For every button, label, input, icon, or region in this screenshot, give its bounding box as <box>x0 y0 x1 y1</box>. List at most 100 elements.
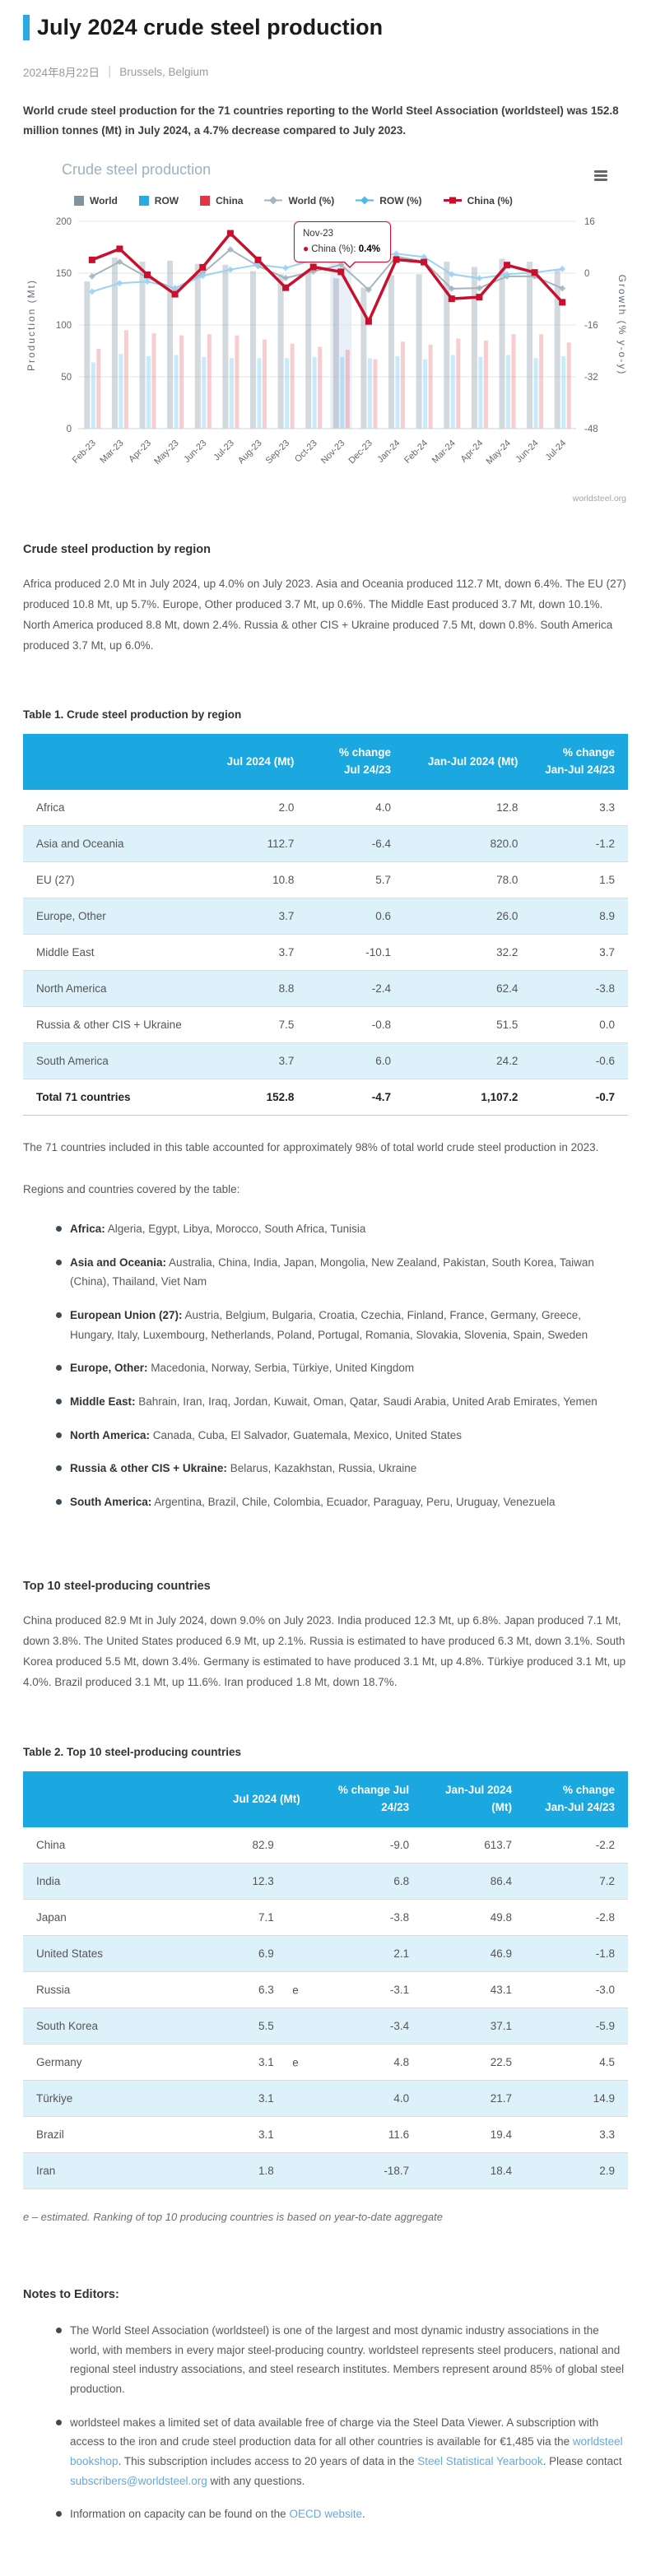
table-row: Germany 3.1 e 4.8 22.5 4.5 <box>23 2044 628 2082</box>
region-value: 12.8 <box>404 790 532 827</box>
total-value: 1,107.2 <box>404 1079 532 1116</box>
region-list-item: North America: Canada, Cuba, El Salvador… <box>56 1426 628 1446</box>
legend-item-row[interactable]: ROW (%) <box>356 195 422 207</box>
svg-text:16: 16 <box>584 217 595 227</box>
region-value: 1.5 <box>531 861 628 899</box>
legend-line-marker <box>443 195 462 206</box>
chart-credit: worldsteel.org <box>23 494 626 504</box>
legend-line-marker <box>356 195 374 206</box>
table2-header-row: Jul 2024 (Mt)% change Jul 24/23 Jan-Jul 2… <box>23 1771 628 1828</box>
legend-swatch <box>138 195 149 206</box>
region-list-item: European Union (27): Austria, Belgium, B… <box>56 1306 628 1344</box>
country-name: Iran <box>23 2152 193 2190</box>
svg-text:Jun-23: Jun-23 <box>182 438 208 464</box>
country-jul-value: 5.5 <box>192 2007 314 2045</box>
total-value: -0.7 <box>531 1079 628 1116</box>
china-bars[interactable] <box>96 329 571 429</box>
country-janjul-pct: 2.9 <box>525 2152 628 2190</box>
total-value: -4.7 <box>307 1079 405 1116</box>
link-oecd-website[interactable]: OECD website <box>289 2508 362 2521</box>
region-value: 10.8 <box>204 861 308 899</box>
region-value: 820.0 <box>404 825 532 863</box>
region-list-item: Russia & other CIS + Ukraine: Belarus, K… <box>56 1459 628 1478</box>
legend-item-world[interactable]: World <box>74 195 118 207</box>
worldsteel-credit-link[interactable]: worldsteel.org <box>572 493 626 504</box>
country-janjul-pct: -2.8 <box>525 1899 628 1937</box>
legend-item-china[interactable]: China <box>200 195 243 207</box>
country-pct-change: -18.7 <box>313 2152 423 2190</box>
region-value: 32.2 <box>404 934 532 972</box>
country-name: Russia <box>23 1971 193 2009</box>
note-list-item: The World Steel Association (worldsteel)… <box>56 2321 628 2399</box>
country-pct-change: 6.8 <box>313 1863 423 1901</box>
country-janjul-pct: -5.9 <box>525 2007 628 2045</box>
region-list-item: Africa: Algeria, Egypt, Libya, Morocco, … <box>56 1219 628 1239</box>
legend-item-china[interactable]: China (%) <box>443 195 513 207</box>
svg-text:100: 100 <box>56 321 72 331</box>
region-list-item: Asia and Oceania: Australia, China, Indi… <box>56 1253 628 1292</box>
table-row: Japan 7.1 -3.8 49.8 -2.8 <box>23 1899 628 1937</box>
region-value: 8.9 <box>531 898 628 935</box>
region-name: South America <box>23 1042 205 1080</box>
svg-text:0: 0 <box>67 425 72 434</box>
country-name: United States <box>23 1935 193 1973</box>
region-value: 24.2 <box>404 1042 532 1080</box>
region-name: Africa <box>23 790 205 827</box>
table-row: Brazil 3.1 11.6 19.4 3.3 <box>23 2116 628 2154</box>
notes-heading: Notes to Editors: <box>23 2288 119 2302</box>
svg-text:Jun-24: Jun-24 <box>514 438 540 464</box>
chart-tooltip: Nov-23 ● China (%): 0.4% <box>294 220 391 269</box>
table2-footnote: e – estimated. Ranking of top 10 produci… <box>23 2211 443 2224</box>
link-steel-statistical-yearbook[interactable]: Steel Statistical Yearbook <box>417 2454 543 2467</box>
estimated-flag: e <box>292 1984 299 1997</box>
country-name: China <box>23 1827 193 1864</box>
world-bars[interactable] <box>84 257 560 429</box>
china-line[interactable] <box>88 230 566 325</box>
publish-date: 2024年8月22日 <box>23 67 100 79</box>
region-list-item: Europe, Other: Macedonia, Norway, Serbia… <box>56 1358 628 1378</box>
region-name: Middle East <box>23 934 205 972</box>
svg-text:Oct-23: Oct-23 <box>293 438 319 464</box>
country-janjul-value: 37.1 <box>422 2007 526 2045</box>
table1-caption: Table 1. Crude steel production by regio… <box>23 708 242 722</box>
table1-header-row: Jul 2024 (Mt)% change Jul 24/23 Jan-Jul 2… <box>23 734 628 791</box>
country-pct-change: 4.8 <box>313 2044 423 2082</box>
total-value: 152.8 <box>204 1079 308 1116</box>
svg-text:Jan-24: Jan-24 <box>375 438 402 464</box>
region-value: 3.3 <box>531 790 628 827</box>
country-name: Japan <box>23 1899 193 1937</box>
table1-total-row: Total 71 countries 152.8 -4.7 1,107.2 -0.7 <box>23 1079 628 1116</box>
chart-plot[interactable]: 0 50 100 150 200 16 0 -16 -32 -48 Feb-23 Mar-23 Apr-… <box>23 210 628 497</box>
hamburger-icon <box>594 169 607 173</box>
top10-section-heading: Top 10 steel-producing countries <box>23 1580 211 1594</box>
country-jul-value: 12.3 <box>192 1863 314 1901</box>
region-value: 26.0 <box>404 898 532 935</box>
country-jul-value: 7.1 <box>192 1899 314 1937</box>
chart-context-menu-button[interactable] <box>592 166 610 185</box>
tooltip-series-dot: ● <box>303 242 309 254</box>
link-subscribers-worldsteel-org[interactable]: subscribers@worldsteel.org <box>70 2474 207 2487</box>
country-janjul-value: 49.8 <box>422 1899 526 1937</box>
table2-column-header: % change Jan-Jul 24/23 <box>525 1771 628 1828</box>
svg-text:Feb-24: Feb-24 <box>402 438 430 465</box>
country-janjul-value: 21.7 <box>422 2080 526 2118</box>
country-janjul-value: 43.1 <box>422 1971 526 2009</box>
legend-item-row[interactable]: ROW <box>138 195 179 207</box>
table2-caption: Table 2. Top 10 steel-producing countrie… <box>23 1746 242 1759</box>
page-header: July 2024 crude steel production <box>23 15 628 40</box>
region-value: 6.0 <box>307 1042 405 1080</box>
table2-column-header: Jan-Jul 2024 (Mt) <box>422 1771 526 1828</box>
region-value: 2.0 <box>204 790 308 827</box>
country-janjul-value: 18.4 <box>422 2152 526 2190</box>
country-janjul-value: 46.9 <box>422 1935 526 1973</box>
svg-text:Dec-23: Dec-23 <box>346 438 374 466</box>
page-title: July 2024 crude steel production <box>37 14 384 39</box>
legend-item-world[interactable]: World (%) <box>264 195 334 207</box>
region-value: -0.8 <box>307 1006 405 1044</box>
country-pct-change: -3.8 <box>313 1899 423 1937</box>
legend-line-marker <box>264 195 283 206</box>
country-jul-value: 3.1 <box>192 2080 314 2118</box>
country-janjul-pct: -2.2 <box>525 1827 628 1864</box>
row-bars[interactable] <box>91 353 566 429</box>
